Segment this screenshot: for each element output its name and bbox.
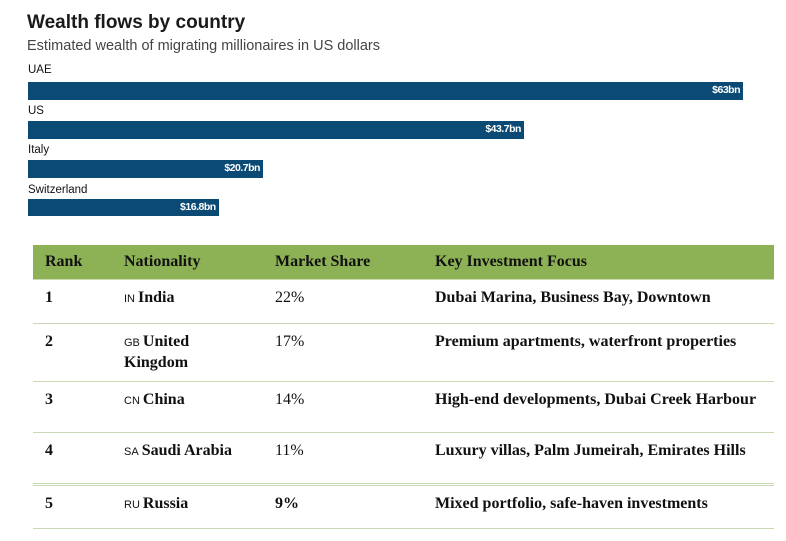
table-row: 1 IN India 22% Dubai Marina, Business Bay, D…: [33, 279, 774, 324]
wealth-flows-chart: Wealth flows by country Estimated wealth…: [0, 0, 786, 216]
bar-uae: $63bn: [28, 82, 743, 100]
table-row: 2 GB United Kingdom 17% Premium apartments, …: [33, 323, 774, 382]
table-row: 4 SA Saudi Arabia 11% Luxury villas, Palm Ju…: [33, 432, 774, 485]
investment-focus-cell: Premium apartments, waterfront propertie…: [423, 323, 774, 382]
nationality-table: Rank Nationality Market Share Key Invest…: [33, 245, 774, 529]
nationality-name: China: [142, 391, 185, 408]
bar-value-label: $16.8bn: [180, 201, 216, 213]
bar-value-label: $20.7bn: [224, 162, 260, 174]
nationality-cell: IN India: [112, 279, 263, 324]
bar-category-label: Switzerland: [28, 184, 88, 196]
chart-subtitle: Estimated wealth of migrating millionair…: [27, 38, 380, 54]
nationality-cell: GB United Kingdom: [112, 323, 263, 382]
bar-category-label: UAE: [28, 64, 52, 76]
bar-value-label: $43.7bn: [485, 123, 521, 135]
bar-switzerland: $16.8bn: [28, 199, 219, 216]
bar-italy: $20.7bn: [28, 160, 263, 178]
nationality-cell: SA Saudi Arabia: [112, 432, 263, 485]
nationality-name: United Kingdom: [124, 333, 190, 371]
country-code-icon: SA: [124, 446, 139, 458]
col-market-share: Market Share: [263, 245, 423, 280]
market-share-cell: 17%: [263, 323, 423, 382]
country-code-icon: CN: [124, 395, 140, 407]
nationality-name: Saudi Arabia: [141, 442, 232, 459]
rank-cell: 5: [33, 484, 112, 529]
rank-cell: 2: [33, 323, 112, 382]
bar-us: $43.7bn: [28, 121, 524, 139]
table-row: 3 CN China 14% High-end developments, Dubai …: [33, 381, 774, 433]
country-code-icon: RU: [124, 499, 140, 511]
rank-cell: 3: [33, 381, 112, 433]
market-share-cell: 11%: [263, 432, 423, 485]
market-share-cell: 14%: [263, 381, 423, 433]
table-row: 5 RU Russia 9% Mixed portfolio, safe-haven i…: [33, 484, 774, 529]
market-share-cell: 22%: [263, 279, 423, 324]
nationality-name: India: [138, 289, 175, 306]
nationality-name: Russia: [142, 495, 189, 512]
table-header-row: Rank Nationality Market Share Key Invest…: [33, 245, 774, 280]
country-code-icon: GB: [124, 337, 140, 349]
investment-focus-cell: Mixed portfolio, safe-haven investments: [423, 484, 774, 529]
chart-title: Wealth flows by country: [27, 12, 246, 33]
investment-focus-cell: High-end developments, Dubai Creek Harbo…: [423, 381, 774, 433]
market-share-cell: 9%: [263, 484, 423, 529]
investment-focus-cell: Dubai Marina, Business Bay, Downtown: [423, 279, 774, 324]
col-investment-focus: Key Investment Focus: [423, 245, 774, 280]
bar-value-label: $63bn: [712, 84, 740, 96]
col-nationality: Nationality: [112, 245, 263, 280]
investment-focus-cell: Luxury villas, Palm Jumeirah, Emirates H…: [423, 432, 774, 485]
rank-cell: 1: [33, 279, 112, 324]
bar-category-label: US: [28, 105, 44, 117]
nationality-cell: RU Russia: [112, 484, 263, 529]
rank-cell: 4: [33, 432, 112, 485]
bar-category-label: Italy: [28, 144, 50, 156]
col-rank: Rank: [33, 245, 112, 280]
country-code-icon: IN: [124, 293, 135, 305]
nationality-cell: CN China: [112, 381, 263, 433]
